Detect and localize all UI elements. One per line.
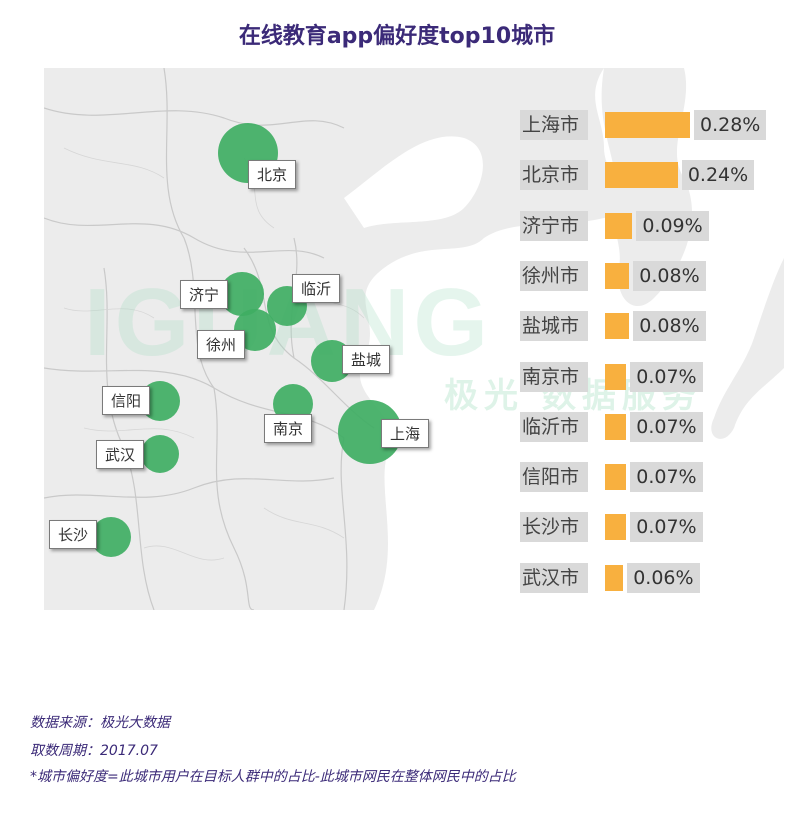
- rank-value-label: 0.07%: [630, 361, 703, 392]
- rank-value-label: 0.08%: [633, 311, 706, 342]
- rank-city-label: 南京市: [520, 361, 588, 392]
- label-xinyang: 信阳: [102, 386, 151, 415]
- label-shanghai: 上海: [381, 419, 430, 448]
- label-xuzhou: 徐州: [197, 330, 246, 359]
- label-changsha: 长沙: [49, 520, 98, 549]
- rank-city-label: 信阳市: [520, 462, 588, 493]
- label-jining: 济宁: [180, 280, 229, 309]
- rank-value-label: 0.08%: [633, 260, 706, 291]
- rank-city-label: 长沙市: [520, 512, 588, 543]
- footer-note: *城市偏好度=此城市用户在目标人群中的占比-此城市网民在整体网民中的占比: [30, 769, 516, 785]
- rank-value-label: 0.07%: [630, 512, 703, 543]
- rank-bar: [605, 464, 627, 491]
- rank-city-label: 徐州市: [520, 260, 588, 291]
- rank-bar: [605, 564, 624, 591]
- rank-bar: [605, 262, 630, 289]
- rank-city-label: 盐城市: [520, 311, 588, 342]
- label-beijing: 北京: [248, 160, 297, 189]
- rank-bar: [605, 212, 633, 239]
- footer-source: 数据来源：极光大数据: [30, 715, 170, 731]
- rank-bar: [605, 363, 627, 390]
- rank-bar: [605, 514, 627, 541]
- label-nanjing: 南京: [264, 414, 313, 443]
- label-wuhan: 武汉: [96, 440, 145, 469]
- rank-value-label: 0.28%: [694, 110, 767, 140]
- label-linyi: 临沂: [292, 274, 341, 303]
- rank-value-label: 0.06%: [627, 562, 700, 593]
- rank-bar: [605, 112, 690, 138]
- rank-city-label: 济宁市: [520, 210, 588, 241]
- bubble-changsha[interactable]: [91, 517, 131, 557]
- rank-city-label: 武汉市: [520, 562, 588, 593]
- bubble-wuhan[interactable]: [140, 434, 180, 474]
- rank-city-label: 上海市: [520, 110, 588, 140]
- footer-period: 取数周期：2017.07: [30, 743, 158, 759]
- rank-value-label: 0.07%: [630, 462, 703, 493]
- rank-bar: [605, 413, 627, 440]
- rank-bar: [605, 162, 678, 189]
- page-title: 在线教育app偏好度top10城市: [238, 24, 556, 49]
- rank-city-label: 北京市: [520, 160, 588, 191]
- bohai-bay: [344, 136, 483, 228]
- japan-landmass: [711, 258, 784, 439]
- rank-city-label: 临沂市: [520, 411, 588, 442]
- rank-value-label: 0.09%: [636, 210, 709, 241]
- rank-bar: [605, 313, 630, 340]
- label-yancheng: 盐城: [342, 345, 391, 374]
- rank-value-label: 0.07%: [630, 411, 703, 442]
- rank-value-label: 0.24%: [681, 160, 755, 191]
